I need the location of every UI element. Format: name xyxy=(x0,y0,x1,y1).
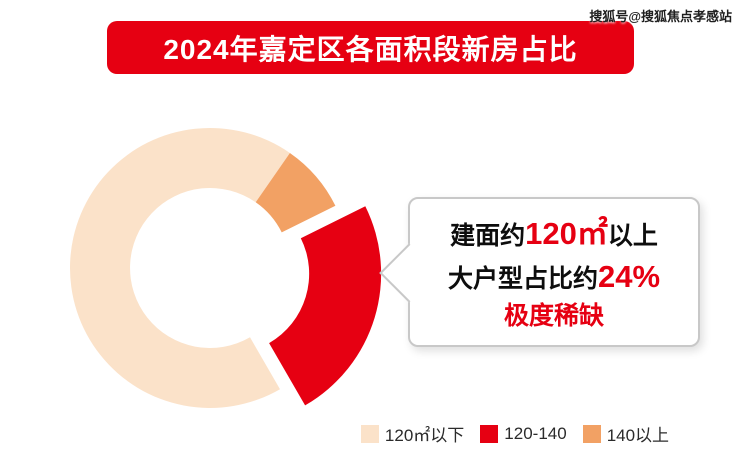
callout-line2-prefix: 大户型占比约 xyxy=(447,265,598,294)
callout-line1-suffix: 以上 xyxy=(607,222,658,250)
callout-line1-highlight: 120㎡ xyxy=(525,216,608,251)
legend-label-over-140: 140以上 xyxy=(606,426,670,445)
donut-segment-0 xyxy=(69,127,290,408)
callout-box: 建面约120㎡以上 大户型占比约24% 极度稀缺 xyxy=(379,197,700,347)
chart-legend: 120㎡以下 120-140 140以上 xyxy=(0,421,740,446)
legend-label-under-120: 120㎡以下 xyxy=(384,426,465,445)
donut-segment-1 xyxy=(269,206,382,406)
legend-item-under-120: 120㎡以下 xyxy=(360,421,465,446)
callout-line1-prefix: 建面约 xyxy=(450,222,526,250)
callout-line3: 极度稀缺 xyxy=(503,301,604,330)
legend-swatch-120-140 xyxy=(480,424,499,443)
legend-item-over-140: 140以上 xyxy=(582,421,670,446)
legend-swatch-under-120 xyxy=(360,424,379,443)
chart-title-banner: 2024年嘉定区各面积段新房占比 xyxy=(107,21,634,74)
donut-segment-2 xyxy=(255,153,336,233)
callout-line2-highlight: 24% xyxy=(597,259,661,295)
callout-line2: 大户型占比约24% xyxy=(418,255,690,298)
callout-line1: 建面约120㎡以上 xyxy=(418,212,690,255)
legend-swatch-over-140 xyxy=(582,424,601,443)
legend-label-120-140: 120-140 xyxy=(504,423,567,443)
chart-title: 2024年嘉定区各面积段新房占比 xyxy=(163,33,578,65)
watermark-text: 搜狐号@搜狐焦点孝感站 xyxy=(589,9,732,24)
legend-item-120-140: 120-140 xyxy=(480,423,567,444)
